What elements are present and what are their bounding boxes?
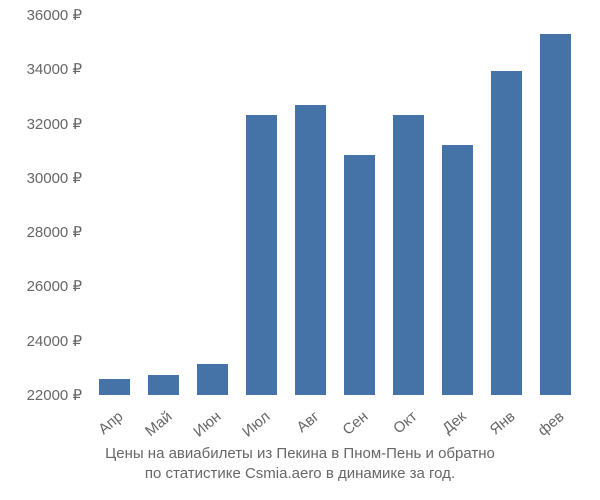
bar [442, 145, 472, 395]
caption-line-2: по статистике Csmia.aero в динамике за г… [10, 464, 590, 484]
y-tick-label: 30000 ₽ [27, 169, 82, 187]
y-tick-label: 32000 ₽ [27, 115, 82, 133]
y-tick-label: 26000 ₽ [27, 277, 82, 295]
x-tick-label: Янв [476, 408, 518, 447]
x-axis: АпрМайИюнИюлАвгСенОктДекЯнвфев [90, 400, 580, 450]
bar [99, 379, 129, 395]
x-tick-label: фев [525, 408, 567, 447]
bar [246, 115, 276, 395]
chart-caption: Цены на авиабилеты из Пекина в Пном-Пень… [10, 444, 590, 485]
price-chart: 22000 ₽ 24000 ₽ 26000 ₽ 28000 ₽ 30000 ₽ 32000… [10, 10, 590, 490]
y-tick-label: 24000 ₽ [27, 332, 82, 350]
bar [540, 34, 570, 395]
x-tick-label: Май [133, 408, 175, 447]
y-tick-label: 34000 ₽ [27, 60, 82, 78]
y-tick-label: 28000 ₽ [27, 223, 82, 241]
x-tick-label: Сен [329, 408, 371, 447]
caption-line-1: Цены на авиабилеты из Пекина в Пном-Пень… [10, 444, 590, 464]
y-tick-label: 22000 ₽ [27, 386, 82, 404]
x-tick-label: Июл [231, 408, 273, 447]
x-tick-label: Июн [182, 408, 224, 447]
x-tick-label: Авг [280, 408, 322, 447]
bars-group [90, 15, 580, 395]
y-tick-label: 36000 ₽ [27, 6, 82, 24]
x-tick-label: Окт [378, 408, 420, 447]
x-tick-label: Дек [427, 408, 469, 447]
bar [197, 364, 227, 395]
y-axis: 22000 ₽24000 ₽26000 ₽28000 ₽30000 ₽32000… [10, 15, 88, 395]
bar [148, 375, 178, 395]
bar [393, 115, 423, 395]
plot-area [90, 15, 580, 395]
bar [295, 105, 325, 395]
bar [344, 155, 374, 395]
bar [491, 71, 521, 395]
x-tick-label: Апр [84, 408, 126, 447]
